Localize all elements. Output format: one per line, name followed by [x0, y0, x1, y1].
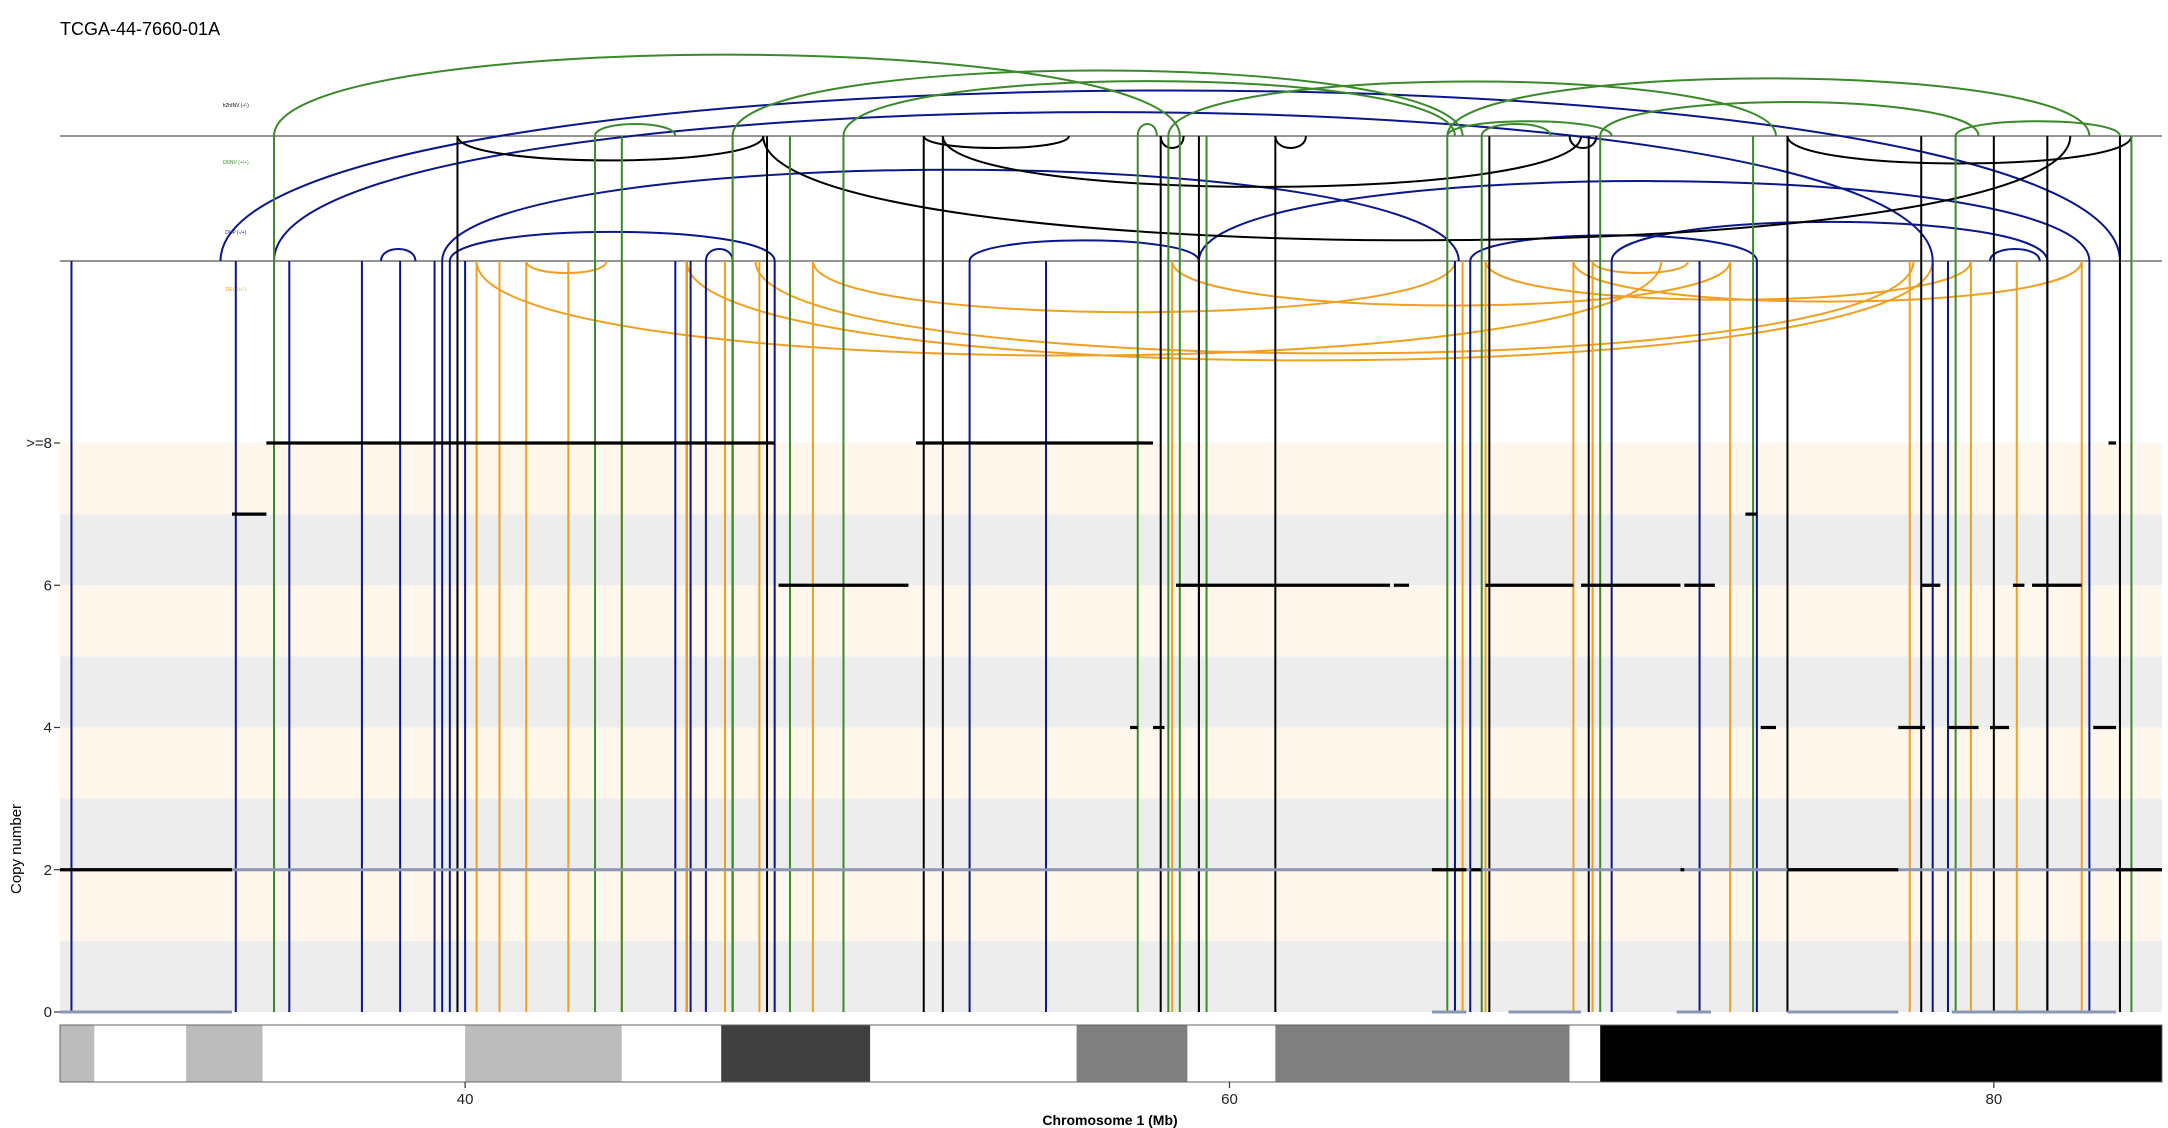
t2tinv-arc-8 [1599, 101, 1980, 137]
sv-track-separators [60, 135, 2162, 262]
ideogram-band-0 [60, 1025, 95, 1082]
del-arc-1 [525, 260, 608, 274]
del-arc-2 [685, 260, 1934, 362]
h2hinv-arc-2 [941, 135, 1583, 188]
dup-arc-5 [1197, 180, 2091, 262]
ideogram-band-1 [94, 1025, 187, 1082]
sv-track-legend: h2hINV (-/-) t2tINV (+/+) DUP (-/+) DEL (+/… [223, 103, 249, 293]
dup-arc-1 [380, 248, 417, 262]
cn-band-7 [60, 443, 2162, 515]
ideogram-band-11 [1569, 1025, 1601, 1082]
del-arc-3 [811, 260, 1456, 314]
t2tinv-arc-9 [1446, 77, 2091, 137]
x-axis: 40 60 80 [457, 1082, 2002, 1108]
t2tinv-arc-5 [1167, 80, 1777, 137]
sv-legend-label-0: h2hINV (-/-) [223, 103, 249, 109]
t2tinv-arc-0 [273, 53, 1181, 137]
t2tinv-arc-6 [1446, 120, 1613, 137]
dup-arc-9 [219, 89, 2121, 262]
ideogram-band-10 [1275, 1025, 1570, 1082]
y-tick-label-1: 2 [44, 862, 52, 879]
t2tinv-arc-7 [1480, 123, 1552, 137]
sv-legend-label-3: DEL (+/-) [226, 287, 247, 293]
ideogram-band-12 [1600, 1025, 2162, 1082]
cn-band-4 [60, 656, 2162, 728]
cn-band-1 [60, 869, 2162, 941]
ideogram-band-8 [1076, 1025, 1188, 1082]
x-tick-label-0: 40 [457, 1091, 474, 1108]
dup-arc-0 [273, 111, 1934, 262]
ideogram-band-6 [721, 1025, 871, 1082]
x-tick-label-1: 60 [1221, 1091, 1238, 1108]
dup-arc-3 [704, 248, 734, 262]
chromosome-ideogram [59, 1024, 2163, 1083]
cn-band-3 [60, 727, 2162, 799]
dup-arc-2 [448, 230, 776, 262]
dup-arc-10 [441, 168, 1460, 262]
y-tick-label-0: 0 [44, 1004, 52, 1021]
cn-band-0 [60, 940, 2162, 1012]
h2hinv-arc-6 [1274, 135, 1307, 149]
t2tinv-arc-2 [731, 69, 1464, 137]
del-arc-4 [754, 260, 1915, 355]
ideogram-band-5 [621, 1025, 722, 1082]
y-tick-label-4: >=8 [26, 435, 52, 452]
t2tinv-arc-1 [594, 123, 677, 137]
copy-number-segments [60, 441, 2162, 1014]
ideogram-band-7 [870, 1025, 1077, 1082]
copy-number-background-bands [60, 443, 2162, 1012]
del-arc-6 [1591, 260, 1690, 274]
y-tick-label-3: 6 [44, 577, 52, 594]
cn-band-6 [60, 514, 2162, 586]
sv-breakpoint-lines [70, 136, 2133, 1012]
chart-title: TCGA-44-7660-01A [60, 19, 220, 39]
ideogram-outline [59, 1024, 2163, 1083]
h2hinv-arc-1 [922, 135, 1070, 149]
cn-band-5 [60, 585, 2162, 657]
h2hinv-arc-5 [1786, 135, 2133, 165]
ideogram-band-4 [465, 1025, 622, 1082]
ideogram-band-9 [1187, 1025, 1276, 1082]
x-axis-title: Chromosome 1 (Mb) [1042, 1112, 1177, 1128]
h2hinv-arc-0 [456, 135, 765, 162]
h2hinv-arc-7 [1568, 135, 1598, 149]
t2tinv-arc-3 [842, 80, 1456, 137]
ideogram-band-2 [186, 1025, 263, 1082]
sv-legend-label-1: t2tINV (+/+) [223, 160, 249, 166]
t2tinv-arc-10 [1954, 120, 2121, 137]
t2tinv-arc-4 [1136, 123, 1158, 137]
ideogram-band-3 [262, 1025, 466, 1082]
sv-arcs [219, 53, 2133, 362]
y-axis-title: Copy number [8, 804, 25, 894]
y-axis: 0 2 4 6 >=8 [26, 435, 60, 1021]
y-tick-label-2: 4 [44, 720, 52, 737]
h2hinv-arc-3 [762, 135, 2072, 242]
del-arc-0 [475, 260, 1663, 357]
x-tick-label-2: 80 [1985, 1091, 2002, 1108]
cn-band-2 [60, 798, 2162, 870]
dup-arc-4 [968, 239, 1200, 262]
sv-legend-label-2: DUP (-/+) [225, 230, 246, 236]
dup-arc-8 [1989, 248, 2041, 262]
dup-arc-7 [1610, 220, 2049, 262]
